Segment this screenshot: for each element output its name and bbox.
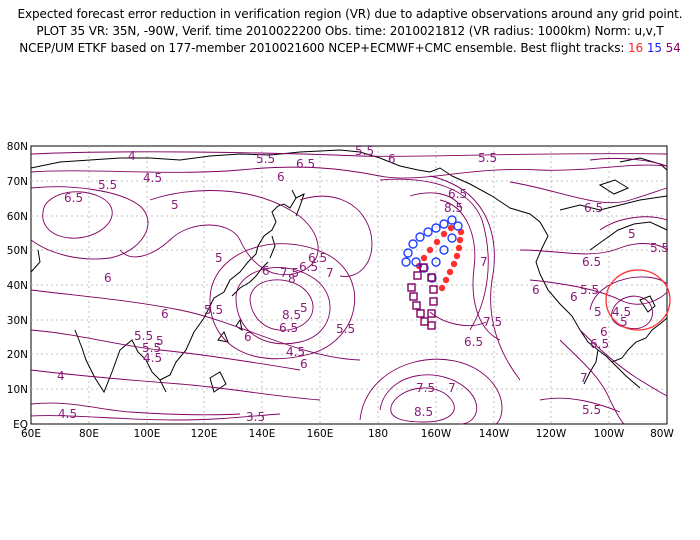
contour-label: 5 [171,198,179,212]
grid-lines [31,146,667,424]
contour-label: 5.5 [478,151,497,165]
contour-label: 7 [448,381,456,395]
y-tick-label: 70N [7,176,28,188]
x-axis: 60E 80E 100E 120E 140E 160E 180 160W 140… [21,428,674,440]
contour-label: 5.5 [336,322,355,336]
track16-label: 16 [628,41,644,55]
contour-label: 5.5 [134,329,153,343]
contour-label: 6 [600,325,608,339]
track54-label: 54 [665,41,681,55]
contour-label: 5 [156,334,164,348]
x-tick-label: 120W [536,428,567,440]
contour-label: 6 [244,330,252,344]
contour-label: 6.5 [279,321,298,335]
contour-label: 7.5 [280,266,299,280]
y-tick-label: 40N [7,280,28,292]
contour-label: 4.5 [286,345,305,359]
x-tick-label: 140W [479,428,510,440]
contour-label: 6.5 [464,335,483,349]
map-title: Expected forecast error reduction in ver… [0,6,700,57]
x-tick-label: 140E [249,428,276,440]
contour-label: 6.5 [308,251,327,265]
x-tick-label: 80E [79,428,99,440]
x-tick-label: 160E [307,428,334,440]
contour-label: 4 [128,149,136,163]
y-axis: EQ 10N 20N 30N 40N 50N 60N 70N 80N [7,141,28,431]
contour-label: 6 [262,264,270,278]
contour-label: 6.5 [582,255,601,269]
contour-label: 7 [580,371,588,385]
contour-label: 5 [620,315,628,329]
contour-label: 5.5 [98,178,117,192]
y-tick-label: EQ [13,419,28,431]
contour-label: 5.5 [256,152,275,166]
contour-label: 5.5 [582,403,601,417]
flight-track-15 [401,215,463,283]
title-line-2: PLOT 35 VR: 35N, -90W, Verif. time 20100… [36,24,664,38]
verification-region-circle [605,269,671,331]
contour-label: 8.5 [282,308,301,322]
flight-track-54 [407,263,438,330]
contour-label: 6 [388,152,396,166]
contour-label: 3.5 [246,410,265,424]
x-tick-label: 80W [650,428,674,440]
contour-label: 5.5 [142,341,161,355]
x-tick-label: 60E [21,428,41,440]
y-tick-label: 80N [7,141,28,153]
track15-label: 15 [646,41,662,55]
title-line-3: NCEP/UM ETKF based on 177-member 2010021… [0,40,700,57]
contour-label: 7.5 [416,381,435,395]
contour-label: 4.5 [612,305,631,319]
title-line-1: Expected forecast error reduction in ver… [17,7,683,21]
x-tick-label: 120E [191,428,218,440]
contour-label: 6 [277,170,285,184]
contour-label: 6 [104,271,112,285]
y-tick-label: 50N [7,245,28,257]
contour-label: 6 [570,290,578,304]
x-tick-label: 180 [368,428,388,440]
contour-label: 5.5 [650,241,669,255]
contour-label: 6 [300,357,308,371]
contour-label: 5 [215,251,223,265]
y-tick-label: 10N [7,384,28,396]
contour-label: 6 [532,283,540,297]
contour-label: 5.5 [355,144,374,158]
contour-label: 8 [288,272,296,286]
contour-label: 8.5 [444,201,463,215]
contour-label: 6.5 [590,337,609,351]
contour-label: 5 [628,227,636,241]
contour-label: 4.5 [58,407,77,421]
contour-label: 6.5 [296,157,315,171]
contour-label: 8.5 [414,405,433,419]
contour-label: 7 [326,266,334,280]
y-tick-label: 20N [7,349,28,361]
contour-label: 4.5 [143,171,162,185]
contour-label: 5 [300,301,308,315]
contour-label: 6.5 [584,201,603,215]
contour-label: 5.5 [580,283,599,297]
x-tick-label: 160W [421,428,452,440]
contour-lines [30,151,668,425]
contour-label: 6.5 [448,187,467,201]
contour-label: 7.5 [483,315,502,329]
x-tick-label: 100E [134,428,161,440]
x-tick-label: 100W [594,428,625,440]
contour-label: 7 [480,255,488,269]
contour-label: 4.5 [143,351,162,365]
y-tick-label: 30N [7,315,28,327]
contour-label: 4 [57,369,65,383]
title-line-3-text: NCEP/UM ETKF based on 177-member 2010021… [19,41,625,55]
contour-labels: 5.5 6 4 4.5 5.5 6.5 5 5.5 6 6.5 5 5.5 6 … [57,144,669,424]
contour-label: 6.5 [299,260,318,274]
contour-label: 5.5 [204,303,223,317]
contour-label: 6.5 [64,191,83,205]
contour-label: 6 [161,307,169,321]
contour-label: 5 [594,305,602,319]
y-tick-label: 60N [7,211,28,223]
